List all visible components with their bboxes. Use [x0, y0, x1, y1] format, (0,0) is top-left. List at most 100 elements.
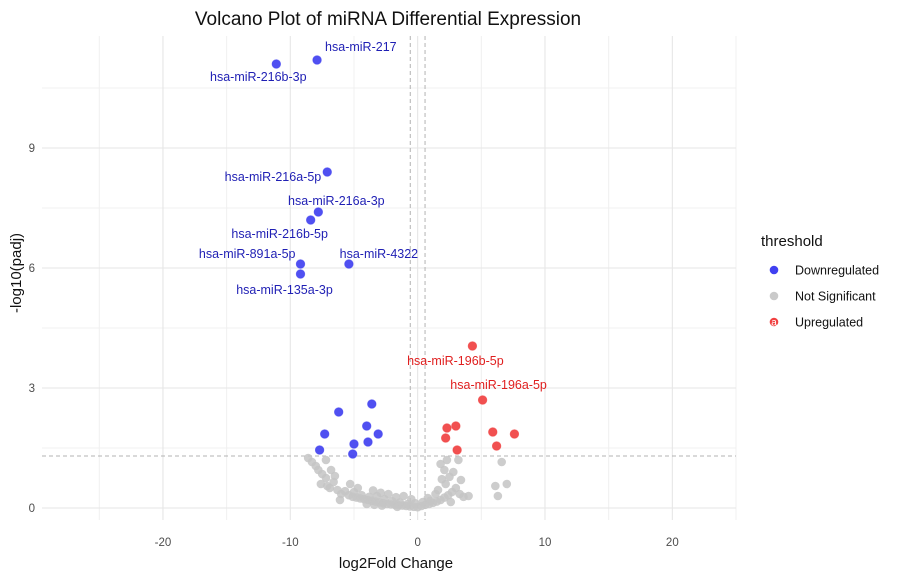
x-axis-title: log2Fold Change: [339, 555, 453, 572]
point-label: hsa-miR-217: [325, 40, 397, 54]
downregulated-point: [349, 439, 359, 449]
not-significant-point: [442, 455, 452, 465]
downregulated-point: [367, 399, 377, 409]
not-significant-point: [335, 495, 345, 505]
not-significant-point: [370, 500, 379, 510]
y-axis-ticks: 0 3 6 9: [29, 143, 35, 515]
downregulated-point: [312, 55, 322, 65]
not-significant-point: [377, 501, 387, 510]
not-significant-point: [399, 491, 408, 501]
legend-key-upregulated: [769, 317, 779, 327]
not-significant-point: [376, 488, 386, 498]
downregulated-point: [334, 407, 344, 417]
significant-points: [271, 55, 520, 459]
y-tick-label: 9: [29, 143, 35, 155]
legend-label-downregulated: Downregulated: [795, 264, 879, 278]
upregulated-point: [442, 423, 452, 433]
downregulated-point: [313, 207, 324, 217]
downregulated-point: [319, 429, 330, 439]
upregulated-point: [491, 441, 502, 451]
downregulated-point: [348, 449, 358, 459]
legend-key-not-significant: [769, 291, 779, 301]
point-label: hsa-miR-135a-3p: [236, 283, 333, 297]
legend-title: threshold: [761, 233, 823, 250]
not-significant-point: [368, 486, 378, 495]
plot-panel: hsa-miR-217 hsa-miR-216b-3p hsa-miR-216a-5…: [42, 36, 737, 520]
not-significant-point: [353, 483, 363, 493]
upregulated-point: [477, 395, 488, 405]
point-label: hsa-miR-4322: [340, 247, 419, 261]
downregulated-point: [362, 421, 372, 431]
downregulated-point: [314, 445, 325, 455]
threshold-lines: [42, 36, 736, 520]
not-significant-point: [321, 455, 331, 465]
y-tick-label: 3: [29, 383, 35, 395]
point-label: hsa-miR-216b-5p: [231, 227, 328, 241]
not-significant-point: [384, 489, 393, 499]
downregulated-point: [373, 429, 383, 439]
x-tick-label: -10: [282, 537, 299, 549]
downregulated-point: [344, 259, 354, 269]
not-significant-point: [491, 481, 500, 491]
y-axis-title: -log10(padj): [8, 233, 25, 313]
upregulated-point: [509, 429, 520, 439]
point-label: hsa-miR-216a-3p: [288, 194, 385, 208]
upregulated-point: [440, 433, 451, 443]
not-significant-point: [449, 467, 458, 477]
not-significant-point: [357, 490, 366, 500]
not-significant-point: [433, 485, 443, 495]
not-significant-point: [446, 497, 456, 507]
downregulated-point: [305, 215, 316, 225]
point-label: hsa-miR-216a-5p: [225, 170, 322, 184]
not-significant-point: [426, 496, 435, 506]
downregulated-point: [363, 437, 373, 447]
point-label: hsa-miR-216b-3p: [210, 70, 307, 84]
not-significant-point: [345, 479, 355, 489]
downregulated-point: [295, 269, 306, 279]
downregulated-point: [295, 259, 306, 269]
point-label: hsa-miR-891a-5p: [199, 247, 296, 261]
not-significant-point: [456, 475, 466, 485]
not-significant-point: [362, 499, 372, 509]
x-tick-label: 10: [539, 537, 552, 549]
downregulated-point: [322, 167, 332, 177]
not-significant-point: [454, 455, 463, 465]
not-significant-point: [364, 492, 374, 502]
not-significant-point: [410, 498, 420, 508]
not-significant-point: [329, 477, 338, 487]
point-labels: hsa-miR-217 hsa-miR-216b-3p hsa-miR-216a-5…: [199, 40, 547, 392]
legend-label-upregulated: Upregulated: [795, 316, 863, 330]
upregulated-point: [488, 427, 498, 437]
not-significant-point: [493, 491, 503, 501]
legend: threshold Downregulated Not Significant a U…: [761, 233, 879, 330]
downregulated-point: [271, 59, 282, 69]
upregulated-point: [451, 421, 461, 431]
point-label: hsa-miR-196a-5p: [450, 378, 547, 392]
legend-key-marker: a: [771, 318, 777, 329]
not-significant-point: [391, 492, 401, 502]
upregulated-point: [452, 445, 462, 455]
not-significant-point: [464, 491, 473, 501]
x-tick-label: 0: [414, 537, 420, 549]
not-significant-point: [502, 479, 512, 489]
y-tick-label: 6: [29, 263, 35, 275]
x-tick-label: -20: [155, 537, 172, 549]
not-significant-point: [321, 473, 331, 483]
major-gridlines: [42, 36, 736, 520]
not-significant-point: [497, 457, 506, 467]
legend-label-not-significant: Not Significant: [795, 290, 876, 304]
point-label: hsa-miR-196b-5p: [407, 354, 504, 368]
not-significant-point: [436, 459, 445, 469]
upregulated-point: [467, 341, 478, 351]
not-significant-point: [418, 497, 428, 507]
x-axis-ticks: -20 -10 0 10 20: [155, 537, 679, 549]
legend-key-downregulated: [769, 265, 779, 275]
not-significant-point: [392, 502, 402, 512]
chart-title: Volcano Plot of miRNA Differential Expre…: [195, 9, 581, 30]
not-significant-point: [437, 474, 447, 484]
y-tick-label: 0: [29, 503, 35, 515]
minor-gridlines: [42, 36, 737, 520]
x-tick-label: 20: [666, 537, 679, 549]
not-significant-point: [303, 453, 313, 463]
